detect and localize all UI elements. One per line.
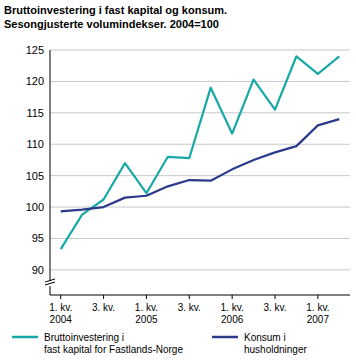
y-tick-label: 90 bbox=[32, 264, 44, 276]
x-tick-label: 1. kv.2004 bbox=[49, 302, 72, 325]
legend-label: Konsum ihusholdninger bbox=[244, 332, 307, 355]
x-tick-label: 1. kv.2005 bbox=[135, 302, 158, 325]
text-line: fast kapital for Fastlands-Norge bbox=[44, 344, 183, 355]
text-line: 1. kv. bbox=[221, 302, 244, 313]
legend-swatch bbox=[212, 336, 238, 339]
grid-line bbox=[50, 81, 350, 82]
text-line: 2006 bbox=[221, 314, 244, 325]
text-line: 3. kv. bbox=[92, 302, 115, 313]
text-line: 2007 bbox=[307, 314, 330, 325]
x-tick bbox=[146, 295, 147, 299]
x-tick bbox=[317, 295, 318, 299]
grid-line bbox=[50, 50, 350, 51]
text-line: 2004 bbox=[50, 314, 73, 325]
text-line: 2005 bbox=[135, 314, 158, 325]
grid-line bbox=[50, 175, 350, 176]
text-line: 1. kv. bbox=[135, 302, 158, 313]
text-line: Konsum i bbox=[244, 332, 286, 343]
series-line bbox=[61, 119, 340, 211]
text-line: 3. kv. bbox=[263, 302, 286, 313]
x-axis bbox=[50, 295, 350, 296]
title: Bruttoinvestering i fast kapital og kons… bbox=[4, 4, 227, 16]
x-tick-label: 1. kv.2006 bbox=[221, 302, 244, 325]
x-tick-label: 1. kv.2007 bbox=[306, 302, 329, 325]
text-line: 1. kv. bbox=[306, 302, 329, 313]
grid-line bbox=[50, 238, 350, 239]
y-tick-label: 100 bbox=[26, 201, 44, 213]
y-tick-label: 115 bbox=[26, 107, 44, 119]
y-tick-label: 105 bbox=[26, 170, 44, 182]
x-tick-label: 3. kv. bbox=[263, 302, 286, 313]
y-axis bbox=[50, 50, 51, 295]
x-tick bbox=[232, 295, 233, 299]
y-tick-label: 95 bbox=[32, 232, 44, 244]
chart: Bruttoinvestering i fast kapital og kons… bbox=[0, 0, 356, 362]
x-tick bbox=[275, 295, 276, 299]
axis-break bbox=[45, 279, 55, 282]
axis-break bbox=[45, 282, 55, 285]
text-line: 1. kv. bbox=[49, 302, 72, 313]
grid-line bbox=[50, 144, 350, 145]
x-tick bbox=[60, 295, 61, 299]
plot-area bbox=[61, 56, 340, 249]
text-line: 3. kv. bbox=[178, 302, 201, 313]
subtitle: Sesongjusterte volumindekser. 2004=100 bbox=[4, 18, 219, 30]
legend-swatch bbox=[12, 336, 38, 339]
x-tick bbox=[189, 295, 190, 299]
y-tick-label: 110 bbox=[26, 138, 44, 150]
y-tick-label: 120 bbox=[26, 75, 44, 87]
series-line bbox=[61, 56, 340, 249]
text-line: Bruttoinvestering i bbox=[44, 332, 124, 343]
grid-line bbox=[50, 269, 350, 270]
text-line: husholdninger bbox=[244, 344, 307, 355]
y-tick-label: 125 bbox=[26, 44, 44, 56]
x-tick-label: 3. kv. bbox=[178, 302, 201, 313]
x-tick-label: 3. kv. bbox=[92, 302, 115, 313]
legend-label: Bruttoinvestering ifast kapital for Fast… bbox=[44, 332, 183, 355]
grid-line bbox=[50, 112, 350, 113]
x-tick bbox=[103, 295, 104, 299]
